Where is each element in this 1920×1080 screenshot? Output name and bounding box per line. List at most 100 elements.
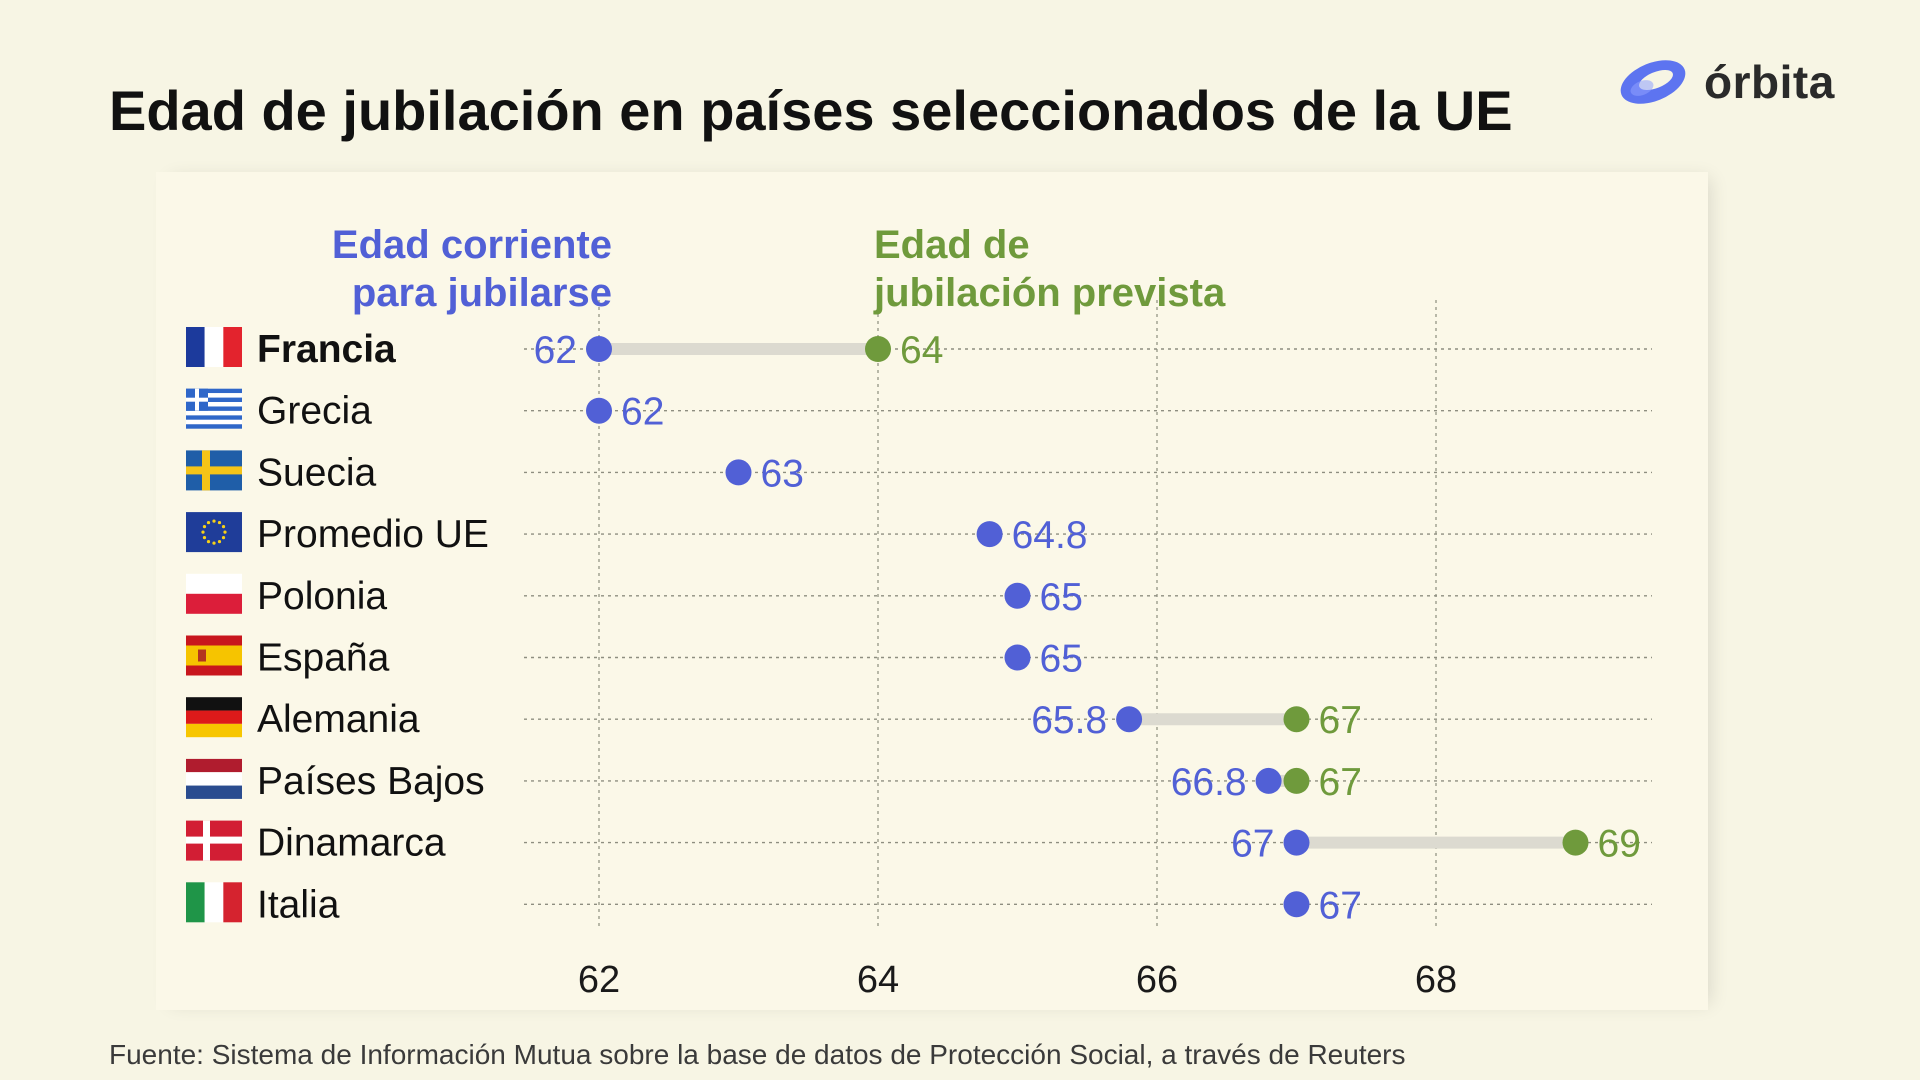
brand-name: órbita [1704,56,1835,108]
current-value-label: 62 [534,329,577,372]
planned-value-label: 69 [1598,823,1641,866]
fr-flag [186,327,242,367]
legend-planned-label: Edad de [874,223,1030,267]
flag-part [204,327,224,367]
chart-row: Promedio UE 64.8 [186,512,1652,557]
flag-part [186,327,205,367]
current-value-label: 65.8 [1031,699,1107,742]
legend-current-label: Edad corriente [332,223,612,267]
flag-part [186,697,242,711]
flag-part [186,397,208,402]
es-flag [186,635,242,676]
planned-point [1283,767,1310,794]
eu-star [206,540,211,544]
current-point [586,336,612,362]
country-label: España [257,637,390,680]
country-label: Italia [257,883,340,926]
current-point [976,521,1003,548]
country-label: Polonia [257,575,387,618]
flag-part [186,785,242,799]
flag-part [186,645,242,666]
flag-part [223,882,242,923]
flag-part [186,665,242,676]
orbit-icon [1620,60,1686,104]
eu-star [202,525,207,529]
flag-part [186,402,242,407]
current-value-label: 65 [1040,638,1083,681]
current-point [725,459,752,486]
flag-part [186,593,242,614]
country-label: Dinamarca [257,822,446,865]
current-point [1283,891,1310,918]
flag-part [204,882,224,923]
eu-flag [186,512,242,553]
current-value-label: 66.8 [1171,761,1247,804]
flag-part [186,393,242,398]
flag-part [186,772,242,786]
current-point [586,397,612,424]
eu-star [217,540,222,544]
planned-point [1283,706,1310,733]
x-tick-label: 64 [857,959,899,1001]
pl-flag [186,573,242,614]
planned-value-label: 67 [1319,699,1362,742]
planned-value-label: 67 [1319,761,1362,804]
legend-current-label: para jubilarse [352,271,612,315]
current-point [1004,582,1031,609]
planned-value-label: 64 [900,329,943,372]
dk-flag [186,820,242,861]
chart-row: Alemania 67 65.8 [186,697,1652,742]
flag-part [186,512,242,553]
chart-row: Países Bajos 67 66.8 [186,758,1652,804]
chart-panel: 62 64 66 68 Edad corriente para jubilarse Edad… [156,172,1708,1010]
x-tick-label: 66 [1136,959,1178,1001]
flag-part [186,397,242,403]
eu-star [217,520,222,525]
current-value-label: 63 [761,452,804,495]
flag-part [186,758,242,773]
source-note: Fuente: Sistema de Información Mutua sob… [109,1039,1406,1070]
country-label: Países Bajos [257,760,485,803]
nl-flag [186,758,242,799]
planned-point [1562,829,1589,856]
chart-row: Grecia 62 [186,388,1652,434]
eu-star [201,530,205,534]
flag-part [186,466,242,475]
gr-flag [186,388,242,429]
flag-part [186,388,242,394]
country-label: Alemania [257,698,420,741]
country-label: Grecia [257,390,372,433]
flag-part [186,410,242,416]
planned-point [865,336,891,362]
se-flag [186,450,242,491]
chart-row: Polonia 65 [186,573,1652,619]
flag-part [186,882,205,923]
eu-star [212,541,216,545]
eu-star [202,536,207,540]
flag-part [198,649,206,662]
current-value-label: 64.8 [1012,514,1088,557]
current-point [1116,706,1143,733]
flag-part [186,419,242,425]
current-value-label: 67 [1231,823,1274,866]
chart-row: España 65 [186,635,1652,681]
it-flag [186,882,242,923]
eu-star [221,536,226,540]
current-value-label: 67 [1319,884,1362,927]
current-value-label: 65 [1040,576,1083,619]
country-label: Francia [257,328,396,371]
flag-part [186,723,242,738]
flag-part [223,327,242,367]
chart-row: Suecia 63 [186,450,1652,495]
flag-part [186,710,242,724]
flag-part [186,573,242,594]
eu-star [206,520,211,525]
flag-part [186,836,242,844]
legend-planned-label: jubilación prevista [873,271,1226,315]
country-label: Suecia [257,451,377,494]
eu-star [223,530,227,534]
chart-row: Italia 67 [186,882,1652,927]
eu-star [212,519,216,523]
